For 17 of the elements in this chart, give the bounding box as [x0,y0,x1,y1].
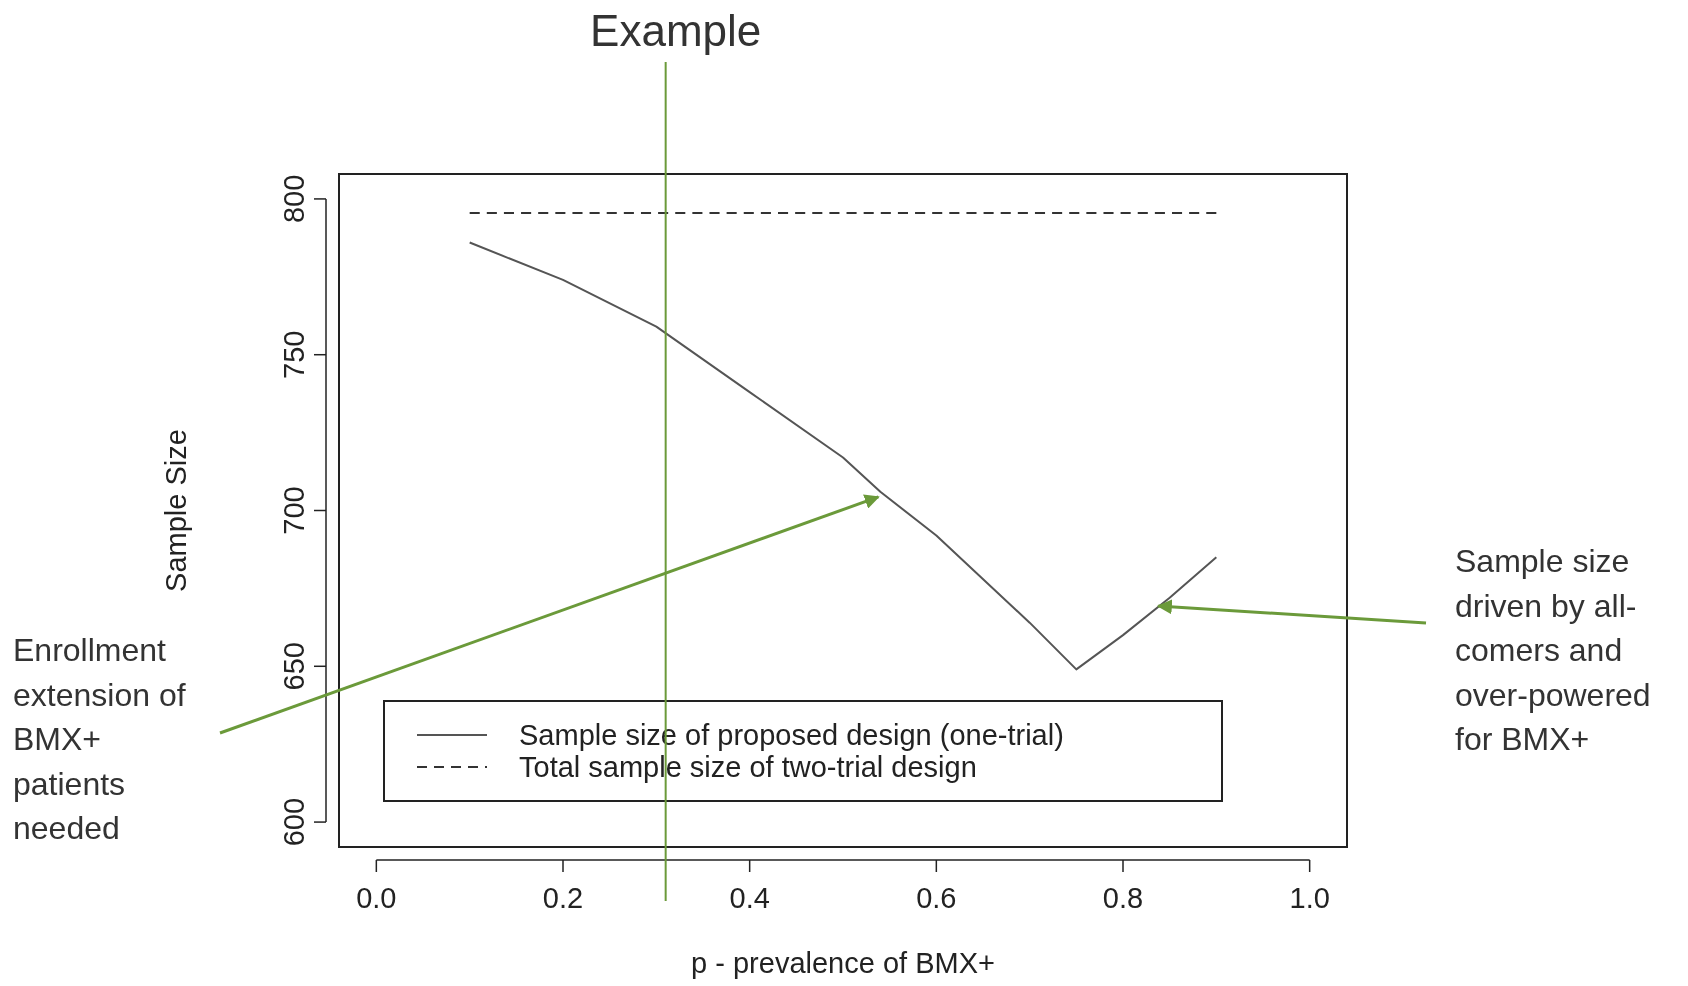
y-tick-label: 650 [278,642,310,691]
y-tick-label: 600 [278,797,310,847]
x-tick-label: 0.0 [356,882,397,914]
x-tick-label: 0.4 [729,882,770,914]
x-tick-label: 1.0 [1289,882,1330,914]
ref-line-label: Example [590,6,762,55]
y-tick-label: 800 [278,174,310,224]
x-axis-title: p - prevalence of BMX+ [691,947,995,979]
y-axis-title: Sample Size [160,429,192,592]
line-series [468,241,1218,671]
x-tick-label: 0.6 [916,882,957,914]
x-tick-label: 0.2 [542,882,584,914]
y-tick-label: 700 [278,486,310,535]
annotation: Enrollment extension of BMX+ patients needed [13,632,186,846]
y-tick-label: 750 [278,330,310,379]
annotation: Sample size driven by all-comers and over-powered for BMX+ [1455,543,1651,757]
x-tick-label: 0.8 [1102,882,1144,914]
